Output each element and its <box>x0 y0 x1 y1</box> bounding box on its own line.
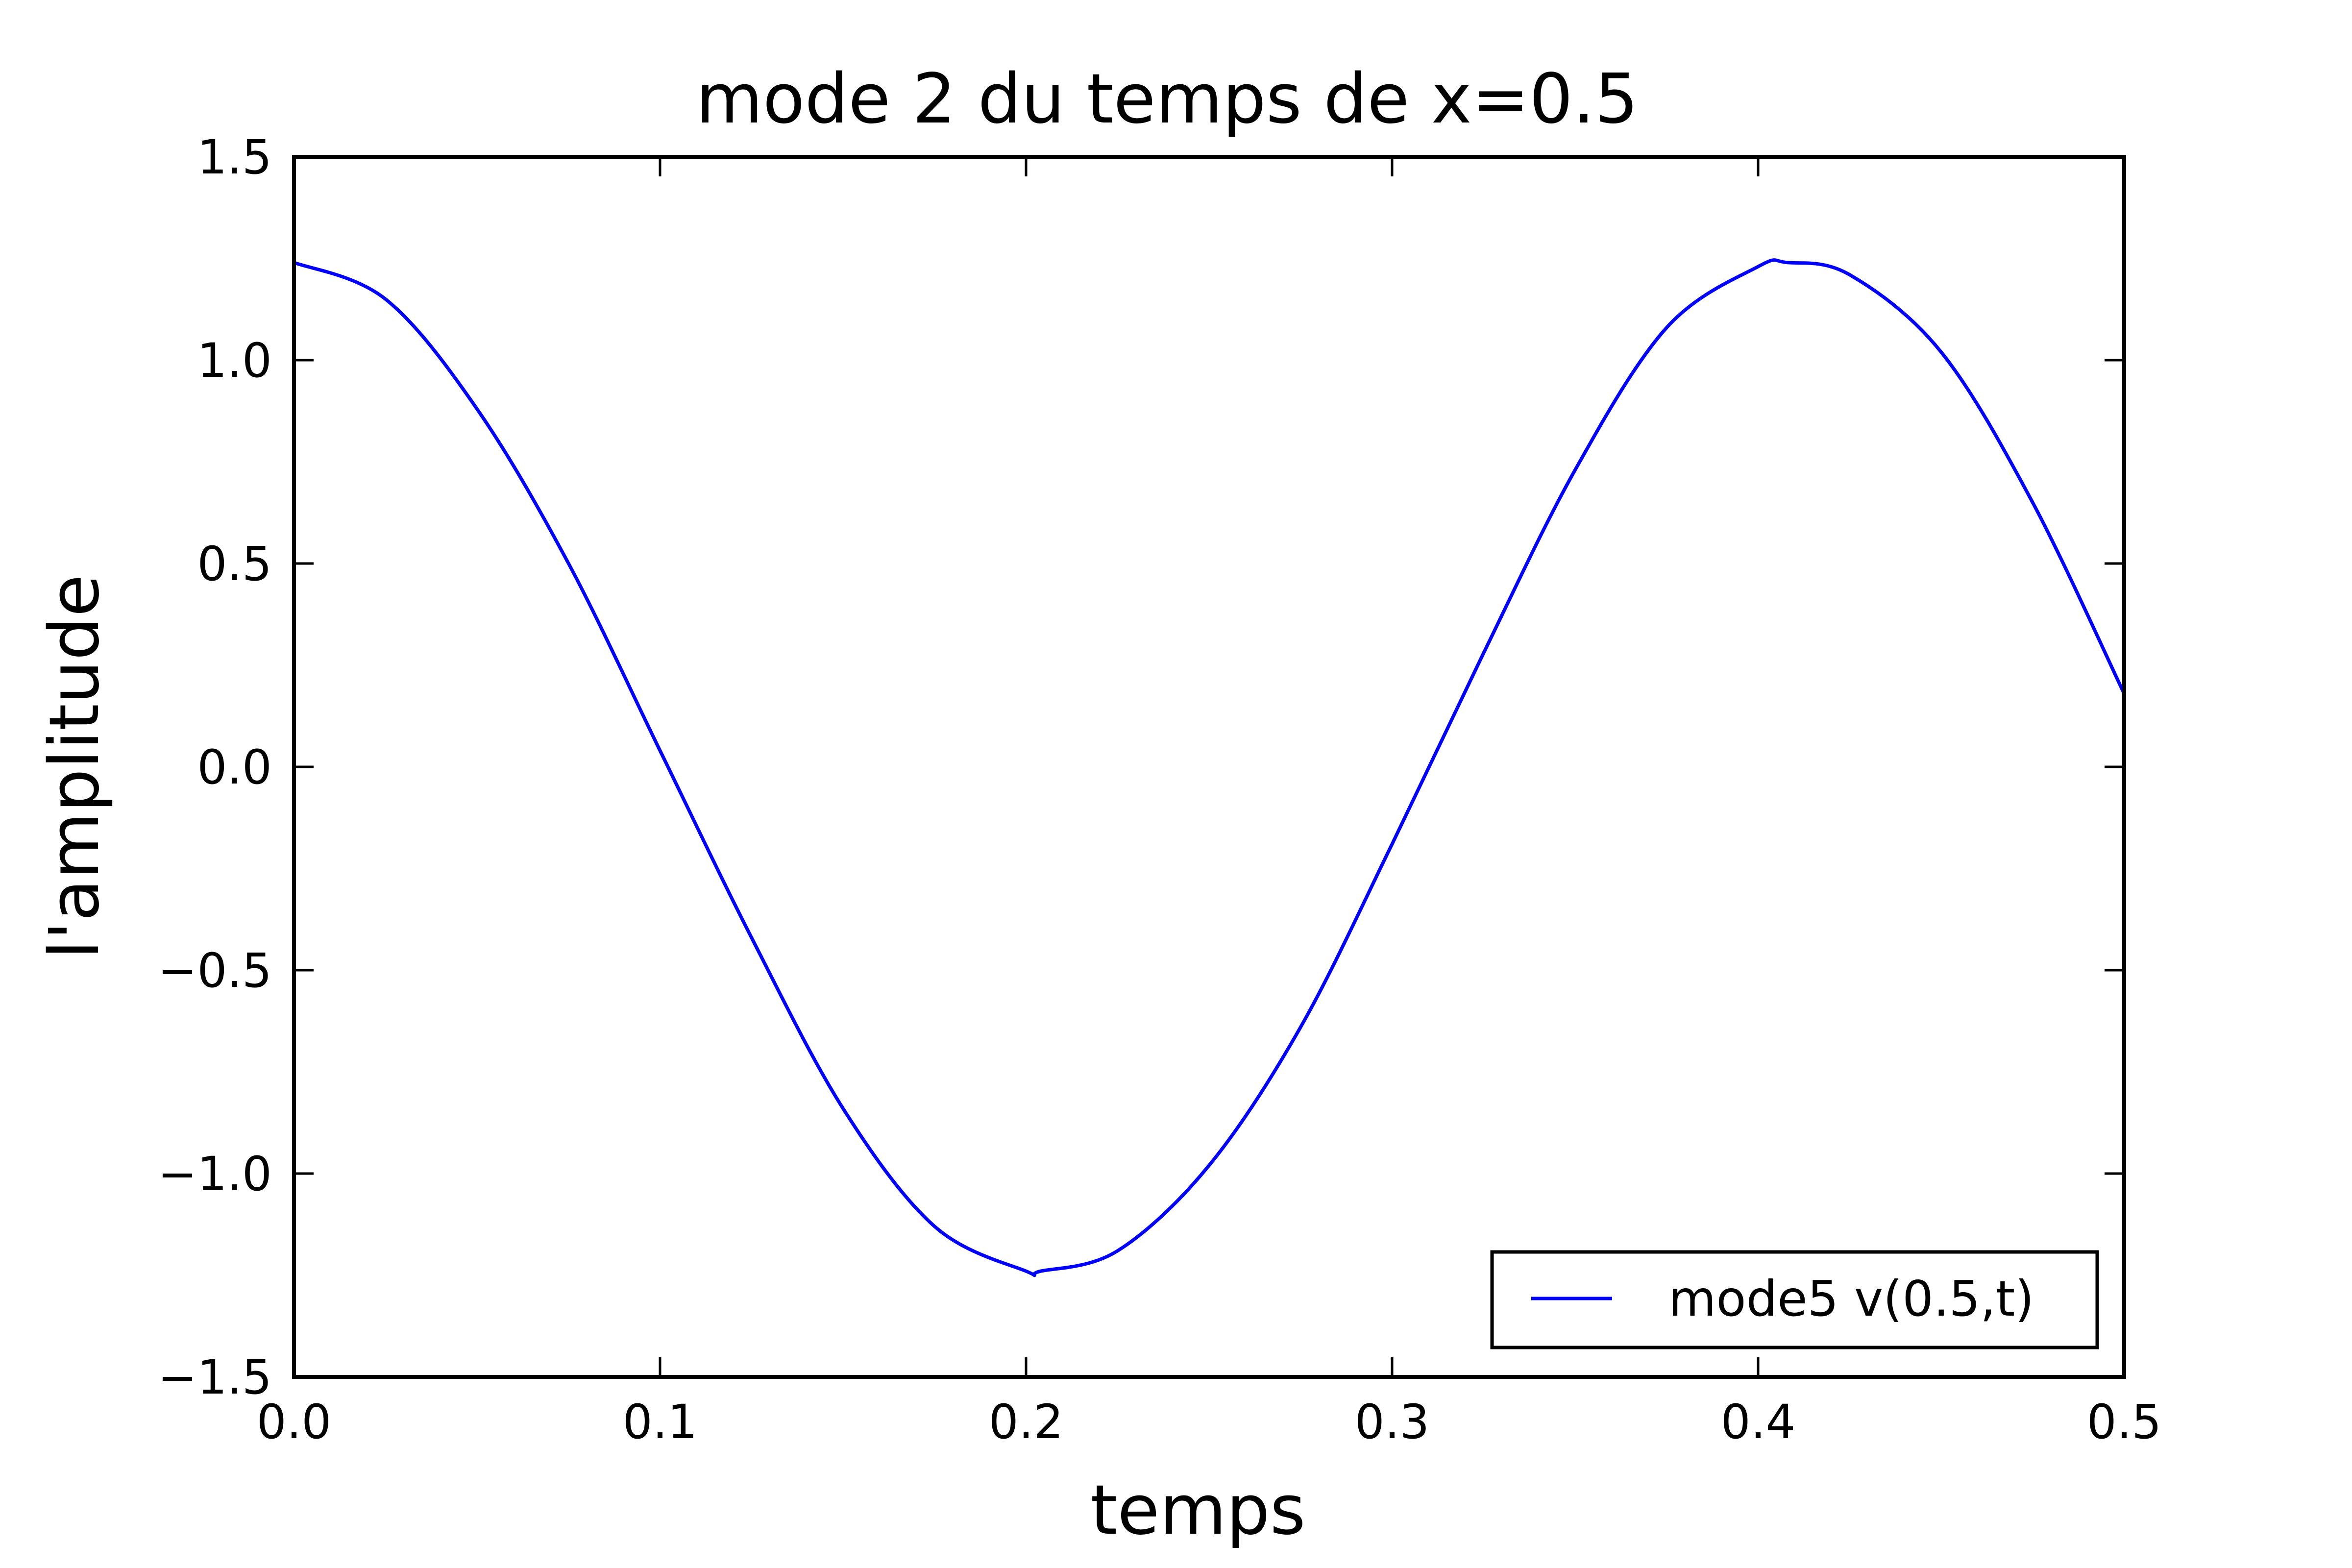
y-tick-label: −0.5 <box>158 943 272 998</box>
y-tick-label: 0.0 <box>197 740 272 795</box>
plot-area <box>293 258 2126 1277</box>
y-tick-label: 1.5 <box>197 130 272 185</box>
x-axis-title: temps <box>1090 1470 1305 1550</box>
x-tick-label: 0.5 <box>2087 1395 2162 1449</box>
y-tick-label: 1.0 <box>197 333 272 388</box>
x-tick-label: 0.4 <box>1721 1395 1796 1449</box>
chart-title: mode 2 du temps de x=0.5 <box>696 59 1638 139</box>
legend-label: mode5 v(0.5,t) <box>1668 1270 2034 1327</box>
plot-frame <box>292 155 2126 1379</box>
y-axis-title: l'amplitude <box>35 575 115 959</box>
y-tick-label: 0.5 <box>197 537 272 591</box>
x-tick-label: 0.1 <box>623 1395 698 1449</box>
legend: mode5 v(0.5,t) <box>1490 1250 2099 1349</box>
x-tick-label: 0.0 <box>257 1395 332 1449</box>
x-tick-label: 0.2 <box>989 1395 1064 1449</box>
y-tick-label: −1.0 <box>158 1147 272 1201</box>
y-tick-label: −1.5 <box>158 1350 272 1405</box>
series-line-0 <box>293 258 2126 1277</box>
x-tick-label: 0.3 <box>1355 1395 1430 1449</box>
axis-ticks: 0.0 0.1 0.2 0.3 0.4 0.5 −1.5 −1.0 −0.5 0.0 0.5 1.0 1… <box>158 130 2161 1449</box>
